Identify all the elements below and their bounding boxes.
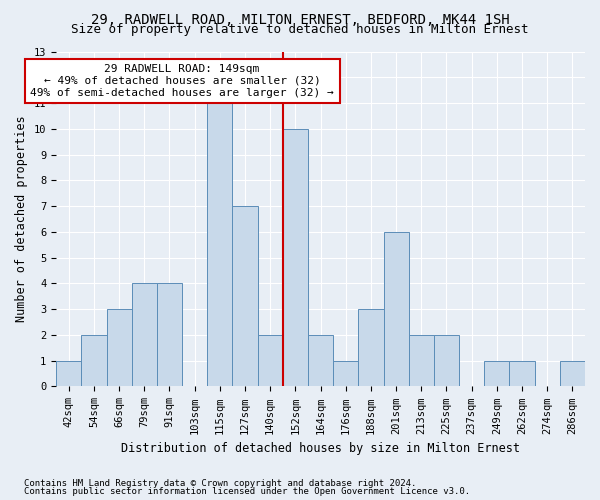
- Text: Contains HM Land Registry data © Crown copyright and database right 2024.: Contains HM Land Registry data © Crown c…: [24, 478, 416, 488]
- Bar: [333, 360, 358, 386]
- Y-axis label: Number of detached properties: Number of detached properties: [16, 116, 28, 322]
- Bar: [107, 309, 132, 386]
- Bar: [283, 129, 308, 386]
- Text: 29 RADWELL ROAD: 149sqm
← 49% of detached houses are smaller (32)
49% of semi-de: 29 RADWELL ROAD: 149sqm ← 49% of detache…: [30, 64, 334, 98]
- Bar: [207, 103, 232, 387]
- Bar: [82, 335, 107, 386]
- Bar: [308, 335, 333, 386]
- Bar: [157, 284, 182, 387]
- Bar: [232, 206, 257, 386]
- Text: 29, RADWELL ROAD, MILTON ERNEST, BEDFORD, MK44 1SH: 29, RADWELL ROAD, MILTON ERNEST, BEDFORD…: [91, 12, 509, 26]
- Bar: [56, 360, 82, 386]
- Bar: [409, 335, 434, 386]
- Bar: [358, 309, 383, 386]
- Bar: [257, 335, 283, 386]
- Bar: [132, 284, 157, 387]
- Bar: [560, 360, 585, 386]
- Text: Contains public sector information licensed under the Open Government Licence v3: Contains public sector information licen…: [24, 487, 470, 496]
- Bar: [434, 335, 459, 386]
- X-axis label: Distribution of detached houses by size in Milton Ernest: Distribution of detached houses by size …: [121, 442, 520, 455]
- Bar: [383, 232, 409, 386]
- Bar: [509, 360, 535, 386]
- Bar: [484, 360, 509, 386]
- Text: Size of property relative to detached houses in Milton Ernest: Size of property relative to detached ho…: [71, 24, 529, 36]
